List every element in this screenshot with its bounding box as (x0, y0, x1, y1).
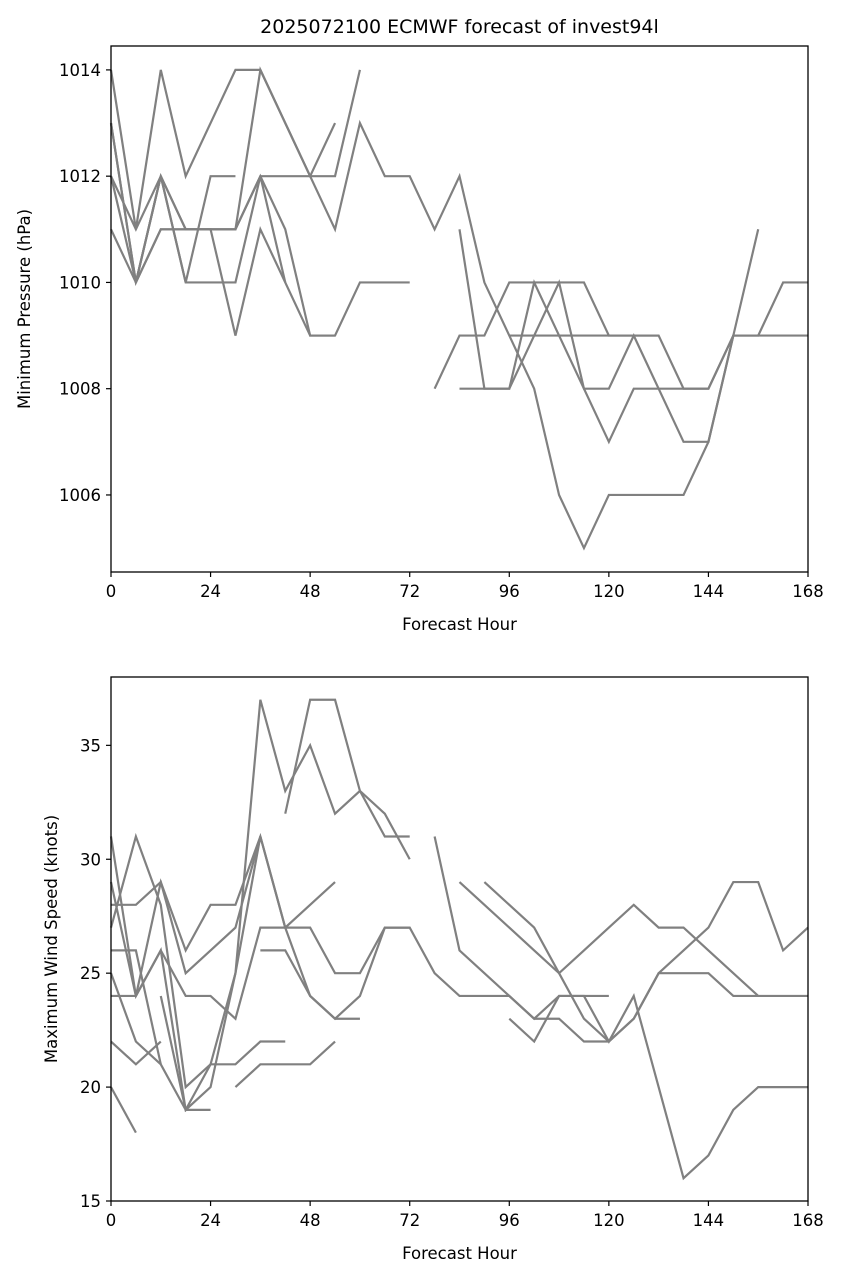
wind-series-line-15 (458, 881, 808, 998)
pressure-y-tick-label: 1010 (59, 273, 101, 292)
pressure-y-tick-label: 1014 (59, 61, 101, 80)
pressure-y-tick-label: 1006 (59, 486, 101, 505)
pressure-plot-frame (110, 45, 809, 573)
wind-series-line-17 (508, 994, 609, 1044)
pressure-x-tick-label: 24 (200, 582, 221, 601)
pressure-y-tick-label: 1008 (59, 380, 101, 399)
wind-x-tick-label: 168 (792, 1211, 824, 1230)
wind-x-ticks: 0 24 48 72 96 120 144 168 (106, 1201, 824, 1230)
wind-x-tick-label: 24 (200, 1211, 221, 1230)
wind-series-line-7 (110, 1040, 162, 1066)
wind-y-tick-label: 15 (80, 1192, 101, 1211)
pressure-series-line-9 (458, 229, 808, 445)
wind-series-line-13 (284, 698, 411, 860)
wind-series-line-12 (260, 949, 360, 1020)
wind-x-tick-label: 72 (399, 1211, 420, 1230)
pressure-x-tick-label: 120 (593, 582, 625, 601)
wind-y-axis-label: Maximum Wind Speed (knots) (42, 815, 61, 1063)
wind-y-tick-label: 30 (80, 850, 101, 869)
wind-series-line-9 (111, 949, 162, 1065)
wind-y-tick-label: 35 (80, 736, 101, 755)
pressure-x-tick-label: 72 (399, 582, 420, 601)
wind-x-tick-label: 0 (106, 1211, 117, 1230)
wind-y-ticks: 15 20 25 30 35 (80, 736, 111, 1211)
wind-y-tick-label: 25 (80, 964, 101, 983)
pressure-y-tick-label: 1012 (59, 167, 101, 186)
wind-series-line-10 (159, 995, 211, 1111)
pressure-x-tick-label: 168 (792, 582, 824, 601)
wind-x-tick-label: 96 (499, 1211, 520, 1230)
pressure-y-axis-label: Minimum Pressure (hPa) (15, 209, 34, 409)
wind-lines (109, 698, 809, 1181)
wind-x-tick-label: 48 (300, 1211, 321, 1230)
wind-x-tick-label: 144 (693, 1211, 725, 1230)
pressure-series-line-10 (459, 279, 735, 443)
wind-x-tick-label: 120 (593, 1211, 625, 1230)
wind-panel: 0 24 48 72 96 120 144 168 15 20 25 30 35 Forecast H… (42, 676, 824, 1263)
pressure-x-ticks: 0 24 48 72 96 120 144 168 (106, 572, 824, 601)
pressure-y-ticks: 1006 1008 1010 1012 1014 (59, 61, 111, 505)
pressure-x-tick-label: 96 (499, 582, 520, 601)
wind-series-line-5 (109, 972, 286, 1113)
wind-plot-frame (110, 676, 809, 1202)
pressure-lines (109, 66, 808, 551)
wind-series-line-16 (483, 880, 809, 1044)
wind-x-axis-label: Forecast Hour (402, 1244, 517, 1263)
pressure-series-line-1 (109, 68, 808, 551)
wind-series-line-14 (433, 836, 759, 1043)
chart-title: 2025072100 ECMWF forecast of invest94l (260, 16, 659, 38)
pressure-x-axis-label: Forecast Hour (402, 615, 517, 634)
wind-series-line-11 (234, 1040, 336, 1088)
pressure-series-line-7 (134, 175, 287, 284)
pressure-panel: 2025072100 ECMWF forecast of invest94l 0… (15, 16, 824, 634)
wind-y-tick-label: 20 (80, 1078, 101, 1097)
pressure-x-tick-label: 0 (106, 582, 117, 601)
wind-series-line-8 (110, 1086, 137, 1134)
pressure-x-tick-label: 48 (300, 582, 321, 601)
wind-series-line-4 (111, 836, 262, 976)
pressure-x-tick-label: 144 (693, 582, 725, 601)
wind-series-line-6 (111, 881, 336, 1021)
